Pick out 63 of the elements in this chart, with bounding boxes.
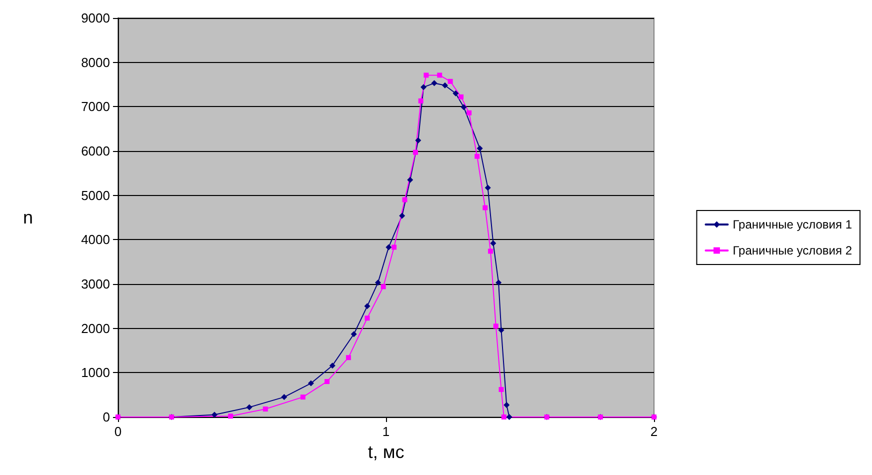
point [490,240,496,246]
point [484,184,491,191]
point [350,331,357,338]
x-tick-label: 0 [114,424,122,439]
point [496,280,502,286]
y-tick-label: 3000 [81,276,110,292]
point [476,145,483,152]
point [474,154,480,159]
point [506,414,512,420]
point [281,394,288,400]
point [482,205,488,210]
point [246,404,252,410]
x-axis-title: t, мс [368,442,404,462]
point [437,72,442,78]
y-tick-label: 6000 [81,144,110,158]
point [392,244,397,250]
point [493,324,498,329]
y-axis-title: n [22,208,33,228]
point [415,137,422,144]
y-tick-label: 2000 [81,320,110,336]
x-tick-label: 2 [650,424,658,439]
point [424,72,429,78]
point [300,394,306,400]
point [324,379,330,384]
y-tick-label: 8000 [81,54,110,70]
point [418,98,424,104]
y-tick-label: 1000 [81,365,110,380]
point [460,104,467,110]
point [329,362,336,369]
y-tick-label: 7000 [81,99,110,114]
point [458,94,464,100]
point [488,248,494,254]
point [346,355,351,360]
point [228,414,234,419]
point [402,197,408,202]
point [364,303,370,310]
point [448,78,453,84]
y-tick-label: 9000 [81,10,110,26]
y-tick-label: 4000 [81,232,110,248]
point [407,176,414,183]
point [442,82,448,88]
point [452,90,459,96]
point [364,316,370,321]
x-tick-label: 1 [382,424,390,439]
point [420,84,427,90]
y-tick-label: 5000 [81,188,110,203]
point [431,80,438,86]
point [386,244,392,250]
legend-label: Граничные условия 1 [732,218,852,232]
point [498,327,504,334]
legend-label: Граничные условия 2 [732,244,852,258]
point [504,402,510,408]
point [308,380,314,386]
point [374,280,381,286]
point [262,406,268,412]
point [501,414,506,420]
point [380,284,386,290]
point [211,412,218,418]
y-tick-label: 0 [102,410,110,424]
point [412,150,418,155]
point [466,110,472,116]
point [399,212,406,219]
point [498,387,504,392]
